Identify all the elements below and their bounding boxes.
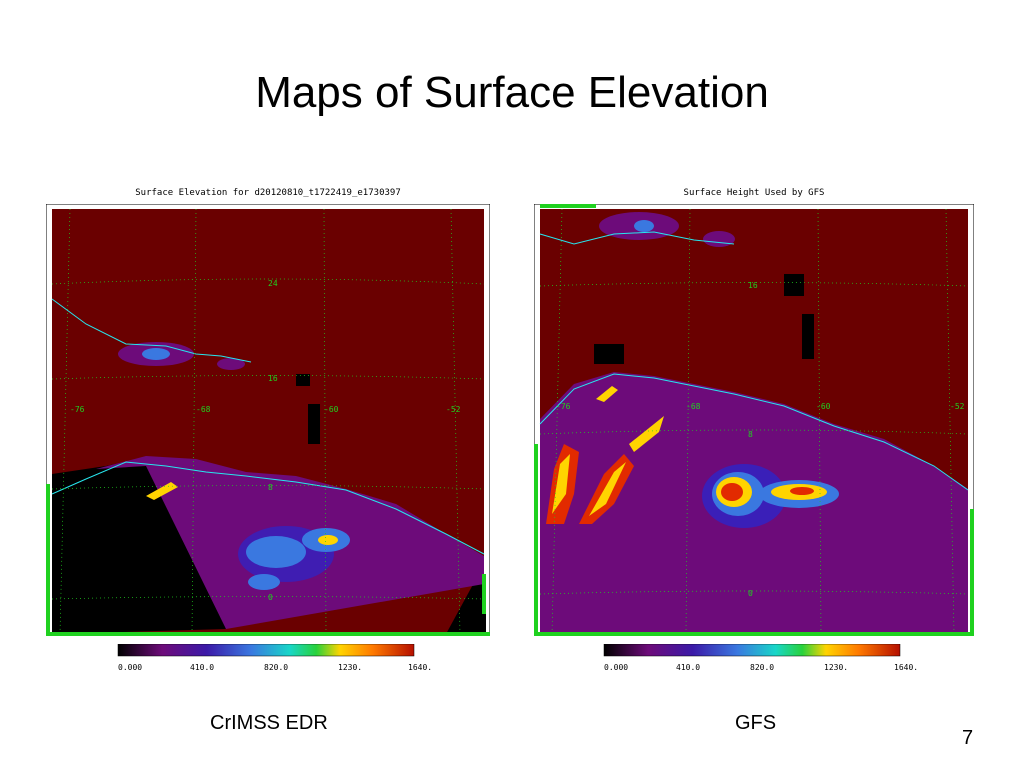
- elevation-highlight: [721, 483, 743, 501]
- island: [217, 358, 245, 370]
- lon-label: -60: [324, 405, 339, 414]
- caption-crimss: CrIMSS EDR: [210, 712, 328, 734]
- elevation-highlight: [629, 416, 664, 452]
- colorbar-tick: 1640.: [408, 663, 432, 672]
- elevation-highlight: [246, 536, 306, 568]
- lon-label: -52: [950, 402, 965, 411]
- colorbar-tick: 410.0: [190, 663, 214, 672]
- lat-label: 0: [268, 593, 273, 602]
- island: [784, 274, 804, 296]
- lat-label: 16: [748, 281, 758, 290]
- coastline: [539, 373, 969, 491]
- elevation-highlight: [318, 535, 338, 545]
- colorbar: 0.000 410.0 820.0 1230. 1640.: [117, 644, 432, 672]
- lat-label: 0: [748, 589, 753, 598]
- lon-label: -76: [70, 405, 85, 414]
- colorbar-tick: 1640.: [894, 663, 918, 672]
- lon-label: -60: [816, 402, 831, 411]
- map-panel-crimss: Surface Elevation for d20120810_t1722419…: [46, 188, 490, 688]
- elevation-map: 16 8 0 -76 -68 -60 -52: [534, 204, 974, 636]
- lon-label: -68: [196, 405, 211, 414]
- island: [802, 314, 814, 359]
- colorbar-tick: 820.0: [750, 663, 774, 672]
- colorbar: 0.000 410.0 820.0 1230. 1640.: [603, 644, 918, 672]
- map-title: Surface Height Used by GFS: [683, 188, 825, 198]
- slide-title: Maps of Surface Elevation: [255, 68, 769, 117]
- lon-label: -68: [686, 402, 701, 411]
- lon-label: -76: [556, 402, 571, 411]
- elevation-highlight: [596, 386, 618, 402]
- page-number: 7: [962, 727, 974, 749]
- island: [703, 231, 735, 247]
- lat-label: 24: [268, 279, 278, 288]
- lon-label: -52: [446, 405, 461, 414]
- island: [594, 344, 624, 364]
- island: [308, 404, 320, 444]
- elevation-highlight: [552, 454, 570, 514]
- no-data-region: [446, 576, 486, 634]
- island: [634, 220, 654, 232]
- coastline: [51, 298, 252, 363]
- map-title: Surface Elevation for d20120810_t1722419…: [135, 188, 401, 198]
- lat-label: 16: [268, 374, 278, 383]
- colorbar-tick: 0.000: [118, 663, 142, 672]
- map-panel-gfs: Surface Height Used by GFS: [534, 188, 974, 688]
- colorbar-tick: 1230.: [824, 663, 848, 672]
- colorbar-tick: 1230.: [338, 663, 362, 672]
- elevation-map: 24 16 8 0 -76 -68 -60 -52: [46, 204, 490, 636]
- lat-label: 8: [748, 430, 753, 439]
- island: [142, 348, 170, 360]
- elevation-highlight: [589, 462, 626, 516]
- coastline: [539, 231, 735, 245]
- lat-label: 8: [268, 483, 273, 492]
- elevation-highlight: [248, 574, 280, 590]
- island: [296, 374, 310, 386]
- colorbar-tick: 820.0: [264, 663, 288, 672]
- coastline: [51, 461, 485, 555]
- elevation-highlight: [790, 487, 814, 495]
- elevation-highlight: [146, 482, 178, 500]
- colorbar-tick: 410.0: [676, 663, 700, 672]
- caption-gfs: GFS: [735, 712, 777, 734]
- colorbar-tick: 0.000: [604, 663, 628, 672]
